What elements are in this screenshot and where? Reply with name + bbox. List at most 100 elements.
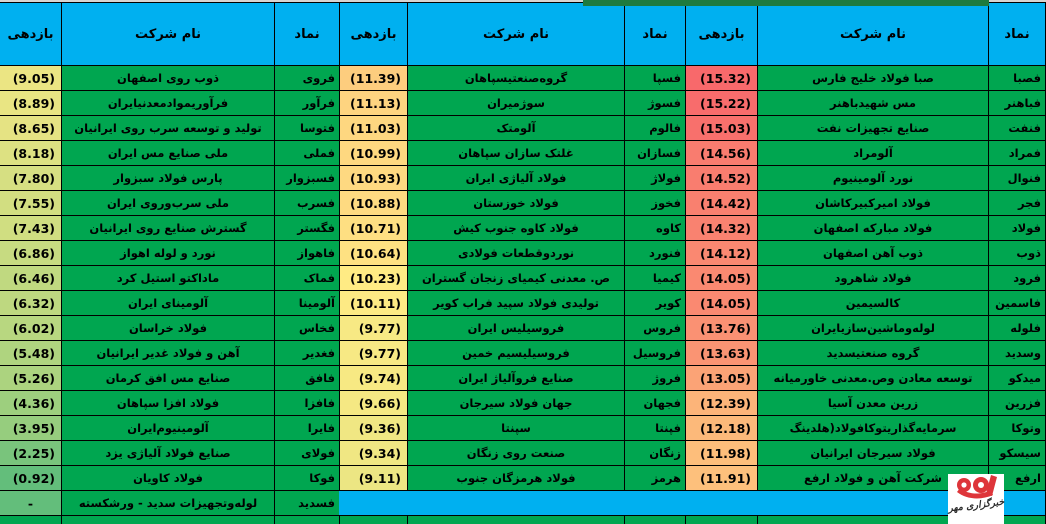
partial-row-cell (274, 516, 339, 524)
symbol-cell: فایرا (274, 416, 339, 441)
return-cell: (15.32) (685, 66, 757, 91)
symbol-cell: فگستر (274, 216, 339, 241)
return-cell: (12.39) (685, 391, 757, 416)
partial-row-cell (0, 516, 61, 524)
return-cell: (10.93) (339, 166, 407, 191)
company-cell: فولاد هرمزگان جنوب (407, 466, 624, 491)
header-yield-left: بازدهی (0, 3, 61, 66)
return-cell: (6.02) (0, 316, 61, 341)
return-cell: (0.92) (0, 466, 61, 491)
symbol-cell: فماک (274, 266, 339, 291)
symbol-cell: فولاد (988, 216, 1045, 241)
company-cell: فولاد خراسان (61, 316, 274, 341)
symbol-cell: فاهواز (274, 241, 339, 266)
return-cell: (8.65) (0, 116, 61, 141)
symbol-cell: فسازان (624, 141, 685, 166)
return-cell: (7.80) (0, 166, 61, 191)
partial-row-cell (624, 516, 685, 524)
symbol-cell: وسدید (988, 341, 1045, 366)
company-cell: فولاد آلیاژی ایران (407, 166, 624, 191)
return-cell: (9.77) (339, 316, 407, 341)
header-company-left: نام شرکت (61, 3, 274, 66)
company-cell: فولاد مبارکه اصفهان (757, 216, 988, 241)
symbol-cell: فلوله (988, 316, 1045, 341)
return-cell: (11.39) (339, 66, 407, 91)
company-cell: غلتک سازان سپاهان (407, 141, 624, 166)
symbol-cell: فصبا (988, 66, 1045, 91)
company-cell: سوژمیران (407, 91, 624, 116)
symbol-cell: فروی (274, 66, 339, 91)
symbol-cell: فجر (988, 191, 1045, 216)
return-cell: (9.05) (0, 66, 61, 91)
return-cell: (9.11) (339, 466, 407, 491)
return-cell: (14.05) (685, 291, 757, 316)
partial-row-cell (61, 516, 274, 524)
return-cell: (12.18) (685, 416, 757, 441)
symbol-cell: فرآور (274, 91, 339, 116)
symbol-cell: فسرب (274, 191, 339, 216)
header-symbol-right: نماد (988, 3, 1045, 66)
company-cell: صنایع تجهیزات نفت (757, 116, 988, 141)
symbol-cell: سیسکو (988, 441, 1045, 466)
return-cell: (9.77) (339, 341, 407, 366)
symbol-cell: فولای (274, 441, 339, 466)
company-cell: آلومتک (407, 116, 624, 141)
return-cell: (14.56) (685, 141, 757, 166)
partial-row-cell (407, 516, 624, 524)
mehr-news-logo: خبرگزاری مهر (947, 474, 1005, 524)
company-cell: توسعه معادن وص.معدنی خاورمیانه (757, 366, 988, 391)
partial-row-cell (685, 516, 757, 524)
empty-band (339, 491, 1045, 516)
return-cell: (7.55) (0, 191, 61, 216)
company-cell: گروه صنعتیسدید (757, 341, 988, 366)
company-cell: نورد آلومینیوم (757, 166, 988, 191)
symbol-cell: فروژ (624, 366, 685, 391)
header-company-middle: نام شرکت (407, 3, 624, 66)
company-cell: مس شهیدباهنر (757, 91, 988, 116)
return-cell: (6.86) (0, 241, 61, 266)
return-cell: (14.42) (685, 191, 757, 216)
symbol-cell: فغدیر (274, 341, 339, 366)
symbol-cell: فالوم (624, 116, 685, 141)
symbol-cell: فوکا (274, 466, 339, 491)
symbol-cell: کویر (624, 291, 685, 316)
return-cell: (9.66) (339, 391, 407, 416)
header-symbol-middle: نماد (624, 3, 685, 66)
symbol-cell: فروس (624, 316, 685, 341)
symbol-cell: فجهان (624, 391, 685, 416)
return-cell: (13.76) (685, 316, 757, 341)
symbol-cell: ذوب (988, 241, 1045, 266)
return-cell: (9.74) (339, 366, 407, 391)
return-cell: (5.26) (0, 366, 61, 391)
return-cell: (15.03) (685, 116, 757, 141)
symbol-cell: فخوز (624, 191, 685, 216)
company-cell: ذوب روی اصفهان (61, 66, 274, 91)
return-cell: (9.36) (339, 416, 407, 441)
return-cell: (15.22) (685, 91, 757, 116)
company-cell: صنایع مس افق کرمان (61, 366, 274, 391)
company-cell: آلومینای ایران (61, 291, 274, 316)
return-cell: (11.98) (685, 441, 757, 466)
symbol-cell: زنگان (624, 441, 685, 466)
symbol-cell: فخاس (274, 316, 339, 341)
company-cell: نوردوقطعات فولادی (407, 241, 624, 266)
symbol-cell: کیمیا (624, 266, 685, 291)
company-cell: زرین معدن آسیا (757, 391, 988, 416)
return-cell: (8.18) (0, 141, 61, 166)
symbol-cell: فمراد (988, 141, 1045, 166)
company-cell: نورد و لوله اهواز (61, 241, 274, 266)
company-cell: آهن و فولاد غدیر ایرانیان (61, 341, 274, 366)
company-cell: صنایع فروآلیاژ ایران (407, 366, 624, 391)
return-cell: (14.12) (685, 241, 757, 266)
company-cell: فولاد افزا سپاهان (61, 391, 274, 416)
company-cell: فولاد کاوه جنوب کیش (407, 216, 624, 241)
company-cell: سپنتا (407, 416, 624, 441)
return-cell: (10.88) (339, 191, 407, 216)
company-cell: جهان فولاد سیرجان (407, 391, 624, 416)
header-yield-middle: بازدهی (339, 3, 407, 66)
return-cell: (8.89) (0, 91, 61, 116)
return-cell: (10.64) (339, 241, 407, 266)
symbol-cell: فرود (988, 266, 1045, 291)
mehr-logo-icon (957, 475, 997, 499)
